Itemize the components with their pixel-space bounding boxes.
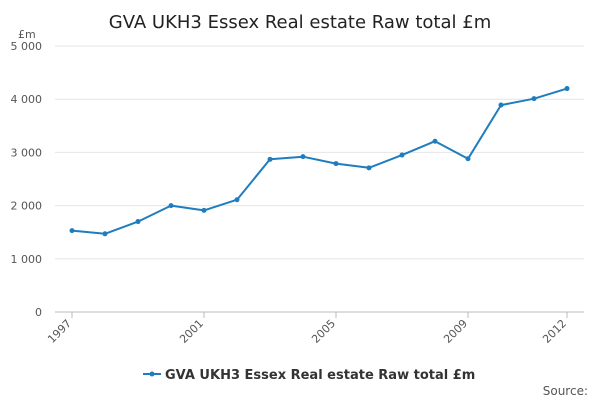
chart-title: GVA UKH3 Essex Real estate Raw total £m (109, 12, 491, 33)
x-tick-label: 2012 (540, 317, 569, 346)
data-point[interactable] (168, 203, 174, 209)
data-point[interactable] (234, 197, 240, 203)
data-point[interactable] (300, 154, 306, 160)
series-layer (69, 86, 570, 237)
data-point[interactable] (267, 156, 273, 162)
x-tick-label: 2005 (309, 317, 338, 346)
data-point[interactable] (465, 156, 471, 162)
data-point[interactable] (69, 228, 75, 234)
legend-point-marker (149, 371, 155, 377)
data-point[interactable] (498, 102, 504, 108)
data-point[interactable] (564, 86, 570, 92)
gridlines (55, 45, 584, 260)
y-axis-ticks: 0 1 000 2 000 3 000 4 000 5 000 (11, 40, 43, 319)
data-point[interactable] (102, 231, 108, 237)
y-tick-label: 4 000 (11, 93, 43, 106)
y-tick-label: 0 (35, 306, 42, 319)
data-point[interactable] (432, 138, 438, 144)
series-line[interactable] (71, 87, 568, 235)
data-point[interactable] (333, 161, 339, 167)
data-point[interactable] (201, 207, 207, 213)
legend[interactable]: GVA UKH3 Essex Real estate Raw total £m (143, 368, 475, 383)
y-tick-label: 1 000 (11, 253, 43, 266)
legend-label: GVA UKH3 Essex Real estate Raw total £m (165, 368, 475, 383)
data-point[interactable] (531, 96, 537, 102)
source-label: Source: (543, 384, 588, 398)
y-tick-label: 2 000 (11, 200, 43, 213)
data-point[interactable] (399, 152, 405, 158)
data-point[interactable] (366, 165, 372, 171)
x-tick-label: 2009 (441, 317, 470, 346)
y-tick-label: 3 000 (11, 146, 43, 159)
x-axis-ticks: 1997 2001 2005 2009 2012 (45, 312, 569, 346)
x-tick-label: 1997 (45, 317, 74, 346)
y-axis-unit-label: £m (18, 28, 36, 41)
data-point[interactable] (135, 219, 141, 225)
y-tick-label: 5 000 (11, 40, 43, 53)
x-tick-label: 2001 (177, 317, 206, 346)
